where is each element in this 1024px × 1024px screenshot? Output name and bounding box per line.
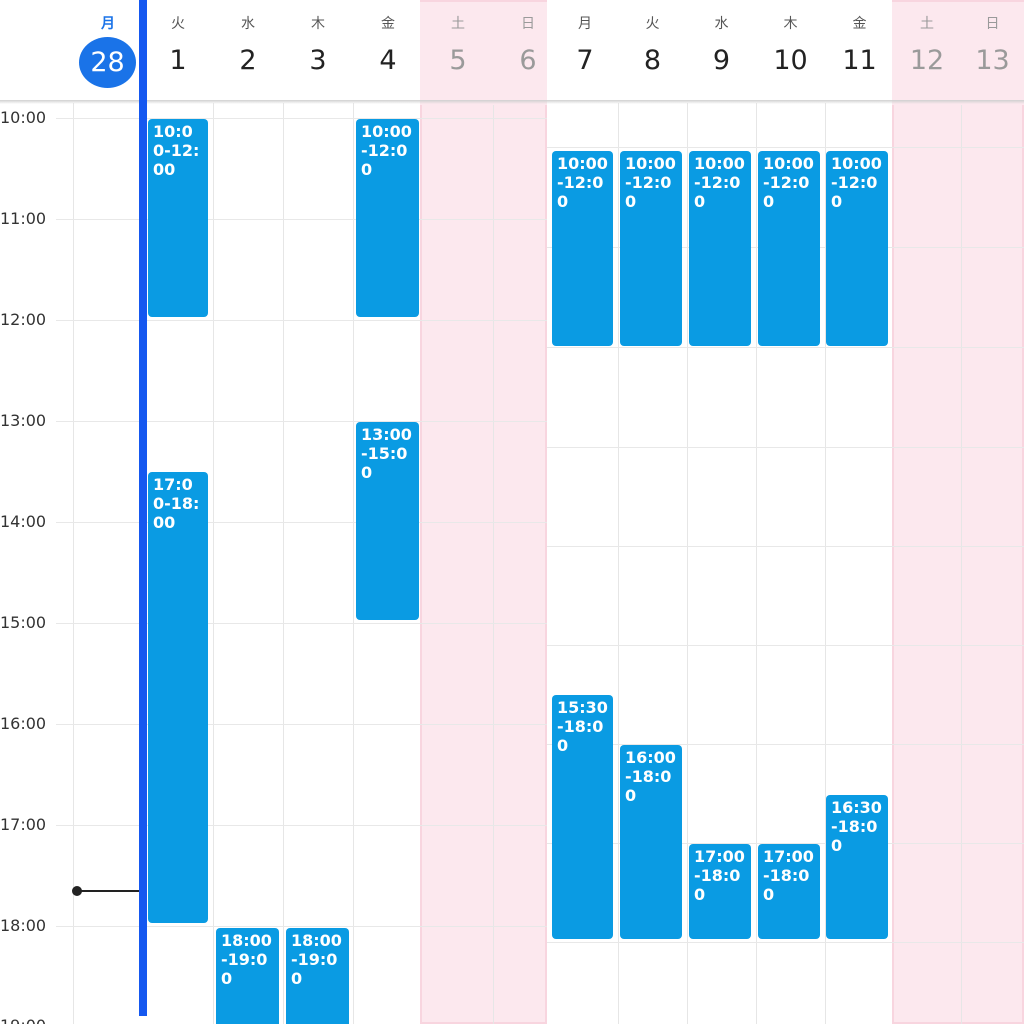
day-number: 6 — [519, 45, 537, 76]
day-number: 5 — [449, 45, 467, 76]
day-header-weekend[interactable]: 土 5 — [423, 0, 493, 103]
day-number: 12 — [909, 45, 945, 76]
time-label: 13:00 — [0, 411, 47, 430]
time-label: 14:00 — [0, 512, 47, 531]
time-label: 16:00 — [0, 714, 47, 733]
day-header[interactable]: 火 8 — [618, 0, 687, 103]
weekday-label: 月 — [578, 16, 592, 32]
week-view-right: 10:00-12:00 10:00-12:00 10:00-12:00 10:0… — [547, 0, 1024, 1024]
day-number: 9 — [712, 45, 731, 76]
event-block[interactable]: 10:00-12:00 — [620, 151, 682, 346]
weekday-label: 火 — [171, 16, 185, 32]
day-number: 10 — [773, 45, 808, 76]
event-block[interactable]: 10:00-12:00 — [689, 151, 751, 346]
time-label: 10:00 — [0, 108, 47, 127]
day-header-weekend[interactable]: 土 12 — [893, 0, 961, 103]
day-header[interactable]: 金 11 — [825, 0, 894, 103]
day-number: 11 — [842, 45, 877, 76]
day-number: 1 — [169, 45, 187, 76]
day-number: 13 — [975, 45, 1010, 76]
day-header[interactable]: 水 9 — [687, 0, 756, 103]
selected-day-indicator — [139, 0, 147, 1016]
weekday-label: 水 — [714, 16, 729, 32]
current-time-line — [77, 890, 141, 892]
weekday-label: 火 — [645, 16, 660, 32]
event-block[interactable]: 16:00-18:00 — [620, 745, 682, 939]
event-block[interactable]: 18:00-19:00 — [216, 928, 279, 1024]
weekend-band — [892, 0, 1024, 1024]
event-block[interactable]: 17:00-18:00 — [758, 844, 820, 939]
day-header-weekend[interactable]: 日 13 — [961, 0, 1024, 103]
day-number: 7 — [576, 45, 594, 76]
day-header[interactable]: 金 4 — [353, 0, 423, 103]
event-block[interactable]: 17:00-18:00 — [148, 472, 208, 923]
event-block[interactable]: 17:00-18:00 — [689, 844, 751, 939]
weekday-label: 土 — [920, 16, 934, 32]
event-block[interactable]: 13:00-15:00 — [356, 422, 419, 620]
day-header[interactable]: 月 7 — [550, 0, 620, 103]
event-block[interactable]: 10:00-12:00 — [826, 151, 888, 346]
day-header-weekend[interactable]: 日 6 — [493, 0, 547, 103]
time-label: 17:00 — [0, 815, 47, 834]
event-block[interactable]: 10:00-12:00 — [552, 151, 613, 346]
weekday-label: 日 — [985, 16, 1000, 32]
day-number: 2 — [239, 45, 257, 76]
time-label: 12:00 — [0, 310, 47, 329]
day-header[interactable]: 水 2 — [213, 0, 283, 103]
current-time-dot — [72, 886, 82, 896]
day-header[interactable]: 木 3 — [283, 0, 353, 103]
weekday-label: 土 — [451, 16, 465, 32]
event-block[interactable]: 16:30-18:00 — [826, 795, 888, 939]
weekday-label: 木 — [783, 16, 798, 32]
day-header[interactable]: 木 10 — [756, 0, 825, 103]
event-block[interactable]: 10:00-12:00 — [356, 119, 419, 317]
day-number: 3 — [309, 45, 327, 76]
day-number: 4 — [379, 45, 397, 76]
day-number: 8 — [643, 45, 662, 76]
weekend-band — [420, 0, 547, 1024]
weekday-label: 金 — [381, 16, 395, 32]
today-date-circle: 28 — [79, 37, 136, 88]
event-block[interactable]: 15:30-18:00 — [552, 695, 613, 939]
weekday-label: 日 — [521, 16, 535, 32]
weekday-label: 木 — [311, 16, 325, 32]
time-label: 11:00 — [0, 209, 47, 228]
event-block[interactable]: 10:00-12:00 — [758, 151, 820, 346]
time-label: 19:00 — [0, 1016, 56, 1024]
day-header[interactable]: 火 1 — [143, 0, 213, 103]
weekday-label: 水 — [241, 16, 255, 32]
day-header-today[interactable]: 月 28 — [73, 0, 143, 103]
event-block[interactable]: 18:00-19:00 — [286, 928, 349, 1024]
weekday-label: 月 — [101, 16, 115, 32]
time-label: 18:00 — [0, 916, 47, 935]
weekday-label: 金 — [852, 16, 867, 32]
week-view-left: 10:00 11:00 12:00 13:00 14:00 15:00 16:0… — [0, 0, 547, 1024]
time-label: 15:00 — [0, 613, 47, 632]
event-block[interactable]: 10:00-12:00 — [148, 119, 208, 317]
